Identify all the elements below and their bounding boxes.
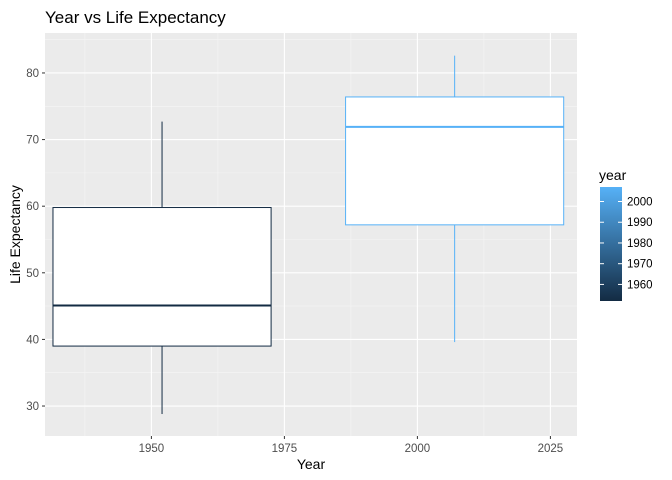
y-axis-title: Life Expectancy — [7, 185, 23, 284]
x-tick-label: 2000 — [405, 443, 431, 455]
box — [52, 207, 272, 347]
box-group — [345, 55, 565, 343]
legend-colorbar — [600, 187, 622, 301]
boxplots — [52, 55, 565, 415]
legend-tick-label: 2000 — [627, 197, 653, 209]
y-tick-label: 70 — [26, 135, 39, 147]
y-tick-label: 40 — [26, 334, 39, 346]
legend-tick-label: 1980 — [627, 238, 653, 250]
y-tick-label: 30 — [26, 401, 39, 413]
legend-tick-label: 1960 — [627, 279, 653, 291]
legend-tick-label: 1970 — [627, 259, 653, 271]
box — [345, 96, 565, 226]
legend-tick-label: 1990 — [627, 217, 653, 229]
y-tick-label: 50 — [26, 268, 39, 280]
x-axis: 1950 1975 2000 2025 — [139, 436, 564, 455]
legend-title: year — [599, 167, 627, 183]
x-tick-label: 1950 — [139, 443, 165, 455]
x-axis-title: Year — [297, 456, 326, 472]
x-tick-label: 1975 — [272, 443, 298, 455]
box-group — [52, 121, 272, 415]
y-tick-label: 60 — [26, 201, 39, 213]
chart-title: Year vs Life Expectancy — [45, 8, 226, 27]
legend: year 1960 1970 1980 1990 2000 — [599, 167, 653, 301]
y-tick-label: 80 — [26, 68, 39, 80]
legend-ticks: 1960 1970 1980 1990 2000 — [600, 197, 653, 291]
y-axis: 30 40 50 60 70 80 — [26, 68, 45, 413]
x-tick-label: 2025 — [538, 443, 564, 455]
